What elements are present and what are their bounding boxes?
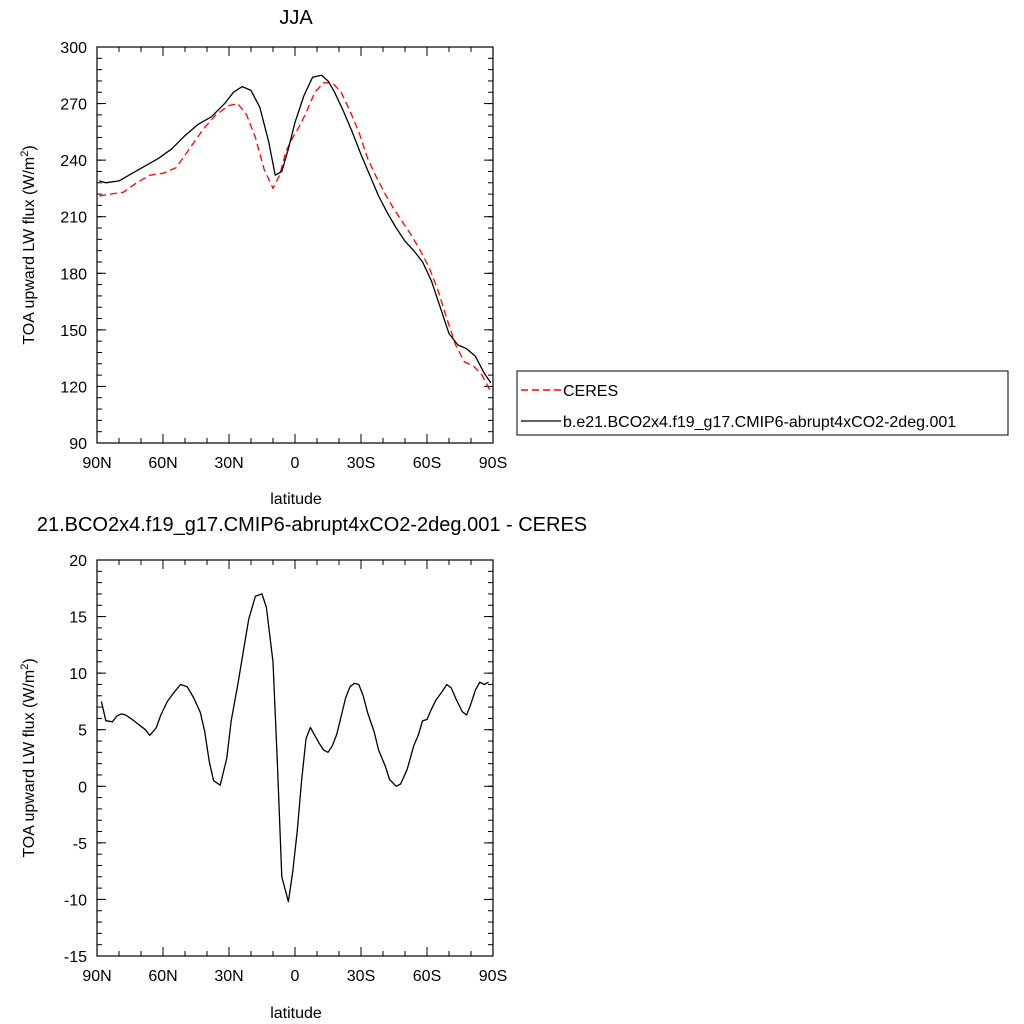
top-chart: JJA 90 120 150 180 210 240 270 300 90N 60N 30N 0 30… (19, 7, 1009, 508)
bottom-plot-frame (96, 559, 494, 957)
y-tick-label: -15 (64, 949, 87, 966)
top-y-tick-labels: 90 120 150 180 210 240 270 300 (60, 40, 87, 453)
y-tick-label: 150 (60, 323, 87, 340)
top-y-axis-label-tail: ) (21, 145, 38, 150)
x-tick-label: 0 (291, 455, 300, 472)
y-tick-label: -5 (73, 836, 87, 853)
x-tick-label: 0 (291, 968, 300, 985)
top-x-axis-label: latitude (270, 491, 322, 508)
model-series-line (100, 593, 489, 903)
y-tick-label: 270 (60, 97, 87, 114)
bottom-y-axis-label: TOA upward LW flux (W/m2) (19, 658, 38, 857)
y-tick-label: 90 (69, 436, 87, 453)
x-tick-label: 30S (347, 455, 375, 472)
ceres-series-line (99, 82, 492, 393)
bottom-x-tick-labels: 90N 60N 30N 0 30S 60S 90S (82, 968, 507, 985)
top-y-axis-label-main: TOA upward LW flux (W/m (21, 157, 38, 345)
y-tick-label: 20 (69, 553, 87, 570)
legend-label-model: b.e21.BCO2x4.f19_g17.CMIP6-abrupt4xCO2-2… (563, 414, 956, 431)
top-plot-frame (96, 46, 494, 444)
legend-box (516, 370, 1009, 436)
x-tick-label: 60S (413, 455, 441, 472)
y-tick-label: 15 (69, 610, 87, 627)
bottom-y-axis-label-sup: 2 (19, 664, 31, 670)
top-y-axis-label: TOA upward LW flux (W/m2) (19, 145, 38, 344)
y-tick-label: 210 (60, 210, 87, 227)
y-tick-label: 10 (69, 666, 87, 683)
bottom-x-axis-label: latitude (270, 1005, 322, 1022)
x-tick-label: 60S (413, 968, 441, 985)
y-tick-label: 0 (78, 779, 87, 796)
x-tick-label: 30S (347, 968, 375, 985)
bottom-series-lines (100, 593, 489, 903)
top-tick-marks (96, 46, 494, 444)
legend: CERES b.e21.BCO2x4.f19_g17.CMIP6-abrupt4… (516, 370, 1009, 436)
x-tick-label: 90S (479, 455, 507, 472)
y-tick-label: 240 (60, 153, 87, 170)
legend-label-ceres: CERES (563, 383, 618, 400)
y-tick-label: -10 (64, 892, 87, 909)
bottom-chart-title: 21.BCO2x4.f19_g17.CMIP6-abrupt4xCO2-2deg… (37, 514, 587, 536)
x-tick-label: 90S (479, 968, 507, 985)
bottom-chart: 21.BCO2x4.f19_g17.CMIP6-abrupt4xCO2-2deg… (19, 514, 587, 1022)
top-y-axis-label-sup: 2 (19, 151, 31, 157)
bottom-y-tick-labels: -15 -10 -5 0 5 10 15 20 (64, 553, 87, 966)
top-chart-title: JJA (279, 7, 313, 29)
y-tick-label: 5 (78, 723, 87, 740)
x-tick-label: 30N (214, 455, 243, 472)
bottom-tick-marks (96, 559, 494, 957)
model-series-line (99, 74, 492, 384)
bottom-y-axis-label-main: TOA upward LW flux (W/m (21, 670, 38, 858)
y-tick-label: 180 (60, 266, 87, 283)
y-tick-label: 120 (60, 379, 87, 396)
bottom-y-axis-label-tail: ) (21, 658, 38, 663)
top-series-lines (99, 74, 492, 393)
x-tick-label: 90N (82, 455, 111, 472)
x-tick-label: 60N (148, 968, 177, 985)
x-tick-label: 30N (214, 968, 243, 985)
x-tick-label: 90N (82, 968, 111, 985)
y-tick-label: 300 (60, 40, 87, 57)
x-tick-label: 60N (148, 455, 177, 472)
top-x-tick-labels: 90N 60N 30N 0 30S 60S 90S (82, 455, 507, 472)
